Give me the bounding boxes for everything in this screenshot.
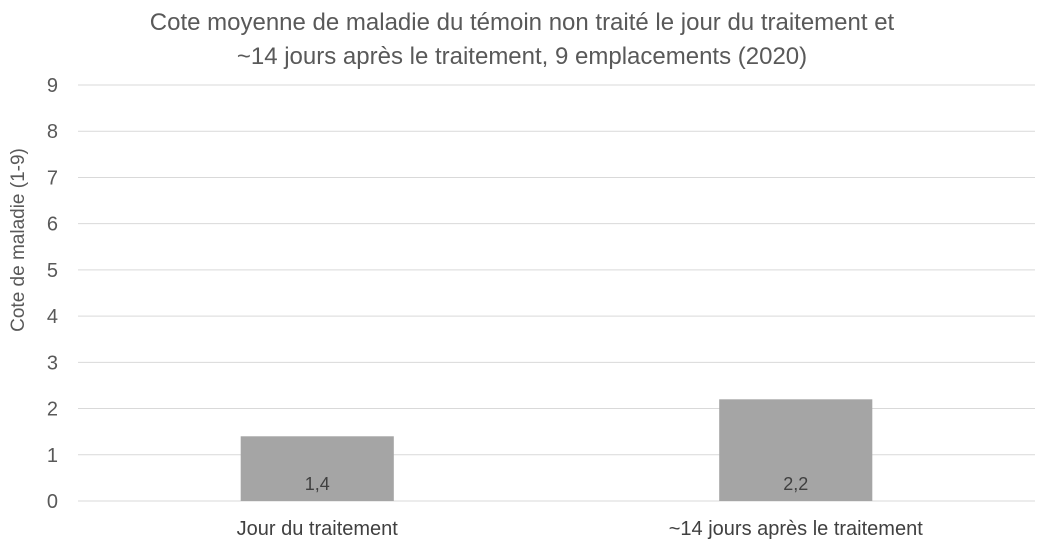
y-tick-label: 9 [47,75,58,97]
x-category-label: Jour du traitement [237,518,399,540]
bar-data-label: 2,2 [783,474,808,494]
gridlines [78,84,1035,502]
x-axis-categories: Jour du traitement ~14 jours après le tra… [237,518,924,540]
chart-title-line-2: ~14 jours après le traitement, 9 emplace… [237,43,807,70]
y-axis-label: Cote de maladie (1-9) [8,148,29,332]
bars: 1,4 2,2 [240,399,873,501]
x-category-label: ~14 jours après le traitement [669,518,923,540]
bar-data-label: 1,4 [305,474,330,494]
y-tick-label: 5 [47,260,58,282]
y-axis-ticks: 0 1 2 3 4 5 6 7 8 9 [47,75,58,513]
bar [719,399,873,501]
y-tick-label: 3 [47,352,58,374]
y-tick-label: 0 [47,491,58,513]
chart-title-line-1: Cote moyenne de maladie du témoin non tr… [150,9,895,36]
bar [240,436,394,501]
y-tick-label: 7 [47,167,58,189]
y-tick-label: 6 [47,214,58,236]
y-tick-label: 2 [47,399,58,421]
y-tick-label: 1 [47,445,58,467]
y-tick-label: 4 [47,306,58,328]
y-tick-label: 8 [47,121,58,143]
